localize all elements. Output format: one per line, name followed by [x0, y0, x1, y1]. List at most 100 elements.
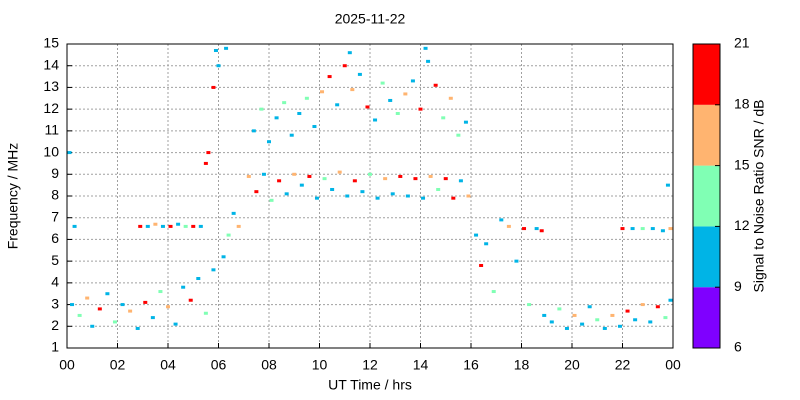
data-point: [203, 161, 208, 165]
data-point: [198, 224, 203, 228]
y-tick-label: 3: [51, 295, 59, 311]
data-point: [413, 177, 418, 181]
data-point: [648, 320, 653, 324]
data-point: [246, 174, 251, 178]
data-point: [158, 290, 163, 294]
data-point: [254, 190, 259, 194]
data-point: [105, 292, 110, 296]
x-tick-label: 16: [463, 357, 479, 373]
data-point: [663, 316, 668, 320]
data-point: [330, 187, 335, 191]
data-point: [421, 196, 426, 200]
data-point: [72, 224, 77, 228]
data-point: [456, 133, 461, 137]
data-point: [70, 303, 75, 307]
data-point: [251, 129, 256, 133]
data-point: [466, 194, 471, 198]
colorbar-tick-label: 18: [734, 96, 750, 112]
data-point: [375, 196, 380, 200]
x-tick-label: 22: [615, 357, 631, 373]
y-tick-label: 6: [51, 230, 59, 246]
y-tick-label: 13: [43, 78, 59, 94]
data-point: [595, 318, 600, 322]
x-tick-label: 10: [312, 357, 328, 373]
y-tick-label: 2: [51, 317, 59, 333]
colorbar-segment: [693, 165, 720, 227]
data-point: [327, 75, 332, 79]
data-point: [428, 174, 433, 178]
data-point: [307, 174, 312, 178]
x-axis-label: UT Time / hrs: [328, 377, 412, 393]
data-point: [587, 305, 592, 309]
data-point: [383, 177, 388, 181]
data-point: [357, 72, 362, 76]
data-point: [277, 179, 282, 183]
data-point: [352, 179, 357, 183]
data-point: [373, 118, 378, 122]
data-point: [650, 227, 655, 231]
data-point: [610, 313, 615, 317]
data-point: [289, 133, 294, 137]
data-point: [138, 224, 143, 228]
data-point: [259, 107, 264, 111]
data-point: [299, 183, 304, 187]
data-point: [347, 51, 352, 55]
data-point: [322, 177, 327, 181]
data-point: [668, 227, 673, 231]
data-point: [335, 103, 340, 107]
data-point: [418, 107, 423, 111]
data-point: [441, 116, 446, 120]
data-point: [522, 227, 527, 231]
y-tick-label: 9: [51, 165, 59, 181]
data-point: [557, 307, 562, 311]
data-point: [312, 125, 317, 129]
x-tick-label: 06: [211, 357, 227, 373]
data-point: [395, 111, 400, 115]
data-point: [135, 326, 140, 330]
data-point: [640, 227, 645, 231]
data-point: [630, 227, 635, 231]
data-point: [297, 111, 302, 115]
data-point: [443, 177, 448, 181]
data-point: [183, 224, 188, 228]
data-point: [261, 172, 266, 176]
data-point: [527, 303, 532, 307]
x-tick-label: 00: [59, 357, 75, 373]
y-tick-label: 15: [43, 35, 59, 51]
data-point: [314, 196, 319, 200]
data-point: [231, 211, 236, 215]
data-point: [463, 120, 468, 124]
data-point: [77, 313, 82, 317]
colorbar-tick-label: 9: [734, 278, 742, 294]
colorbar-tick-label: 6: [734, 339, 742, 355]
data-point: [433, 83, 438, 87]
y-tick-label: 4: [51, 274, 59, 290]
data-point: [90, 324, 95, 328]
data-point: [398, 174, 403, 178]
data-point: [365, 105, 370, 109]
data-point: [203, 311, 208, 315]
data-point: [221, 255, 226, 259]
data-point: [410, 79, 415, 83]
data-point: [342, 64, 347, 68]
data-point: [436, 187, 441, 191]
data-point: [660, 229, 665, 233]
data-point: [160, 224, 165, 228]
data-point: [655, 305, 660, 309]
data-point: [213, 49, 218, 53]
data-point: [403, 92, 408, 96]
data-point: [304, 96, 309, 100]
data-point: [206, 151, 211, 155]
colorbar-segment: [693, 44, 720, 105]
data-point: [405, 194, 410, 198]
chart-title: 2025-11-22: [335, 11, 406, 27]
colorbar-frame: [692, 43, 721, 349]
data-point: [426, 59, 431, 63]
data-point: [274, 116, 279, 120]
data-point: [572, 313, 577, 317]
colorbar-segment: [693, 287, 720, 348]
data-point: [97, 307, 102, 311]
data-point: [226, 233, 231, 237]
